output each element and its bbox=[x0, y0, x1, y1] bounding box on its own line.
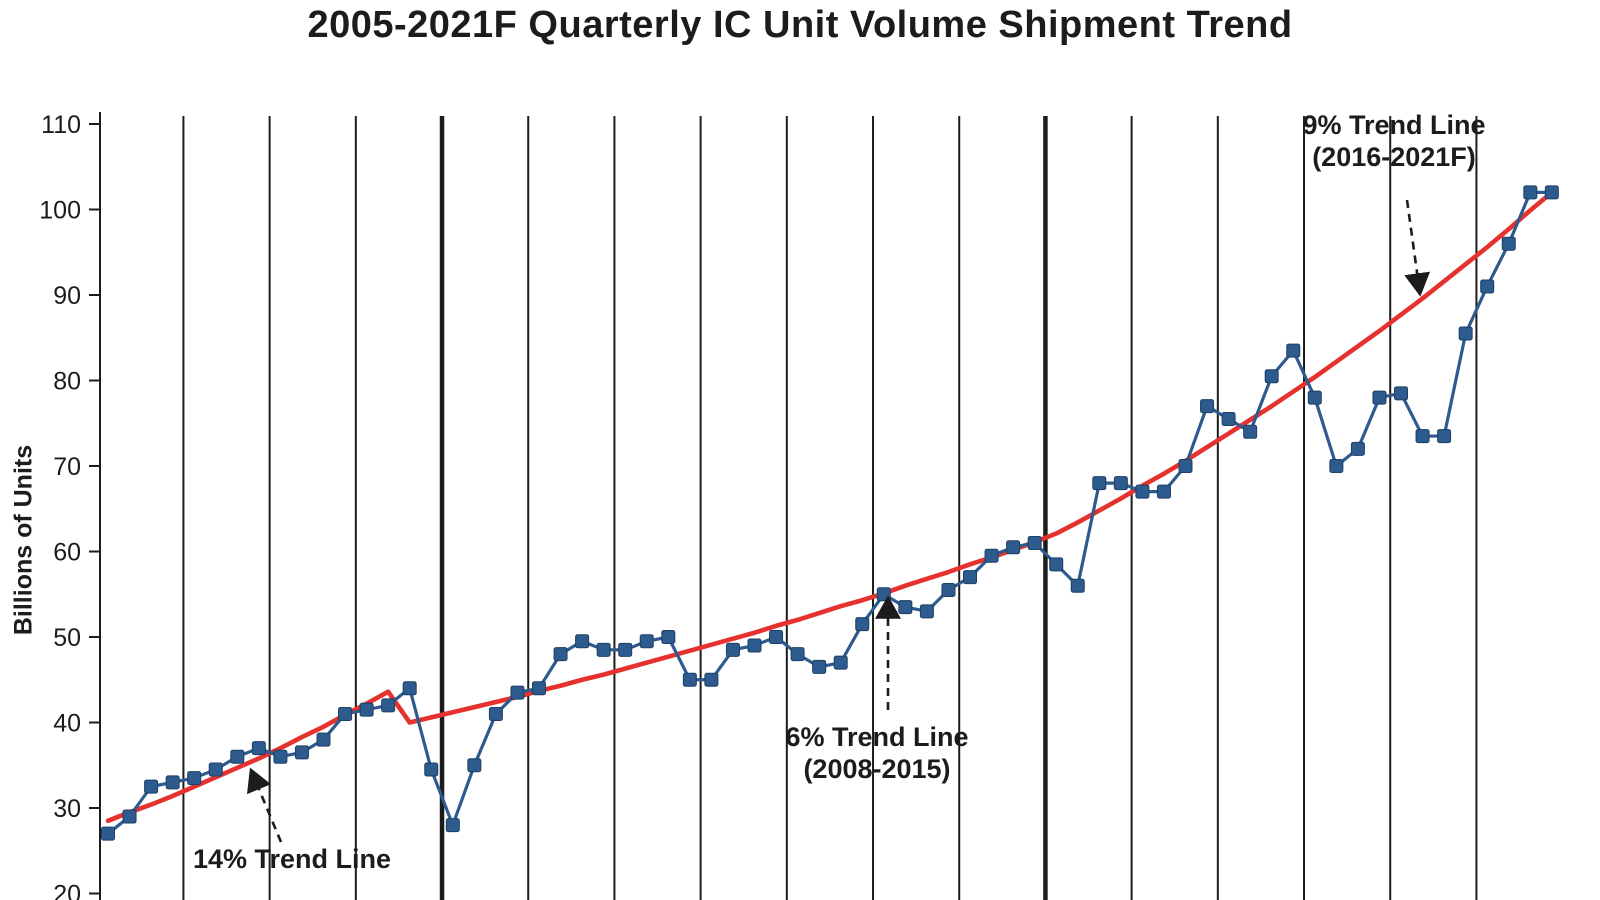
trend-14-annotation-arrow bbox=[247, 767, 283, 843]
data-point-marker bbox=[1329, 459, 1344, 473]
data-point-marker bbox=[1480, 279, 1495, 294]
data-point-marker bbox=[445, 818, 460, 833]
trend-14-annotation-label: 14% Trend Line bbox=[193, 844, 391, 874]
data-point-marker bbox=[1049, 557, 1064, 572]
data-point-marker bbox=[790, 647, 805, 662]
data-point-marker bbox=[1113, 476, 1128, 491]
y-tick-label: 70 bbox=[53, 453, 81, 481]
data-point-marker bbox=[1286, 343, 1301, 358]
data-point-marker bbox=[467, 758, 482, 773]
data-point-marker bbox=[1221, 411, 1236, 426]
data-point-marker bbox=[1200, 399, 1215, 414]
data-point-marker bbox=[682, 672, 697, 687]
data-point-marker bbox=[273, 749, 288, 764]
data-point-marker bbox=[1307, 390, 1322, 405]
data-point-marker bbox=[1372, 390, 1387, 405]
data-point-marker bbox=[122, 809, 137, 824]
data-point-marker bbox=[1243, 424, 1258, 439]
y-tick-label: 60 bbox=[53, 539, 81, 567]
data-point-marker bbox=[488, 706, 503, 721]
data-point-marker bbox=[251, 741, 266, 756]
data-point-marker bbox=[919, 604, 934, 619]
data-point-marker bbox=[1544, 185, 1559, 200]
data-point-marker bbox=[1523, 185, 1538, 200]
data-point-marker bbox=[187, 771, 202, 786]
data-point-marker bbox=[381, 698, 396, 713]
data-point-marker bbox=[618, 642, 633, 657]
data-point-marker bbox=[1394, 386, 1408, 401]
data-point-marker bbox=[424, 762, 439, 777]
data-point-marker bbox=[941, 582, 956, 597]
data-point-marker bbox=[812, 659, 827, 674]
data-point-marker bbox=[1264, 369, 1279, 384]
data-point-marker bbox=[1027, 535, 1042, 550]
y-tick-label: 30 bbox=[53, 795, 81, 823]
chart-title: 2005-2021F Quarterly IC Unit Volume Ship… bbox=[307, 4, 1293, 46]
data-point-marker bbox=[963, 570, 977, 585]
data-point-marker bbox=[1415, 429, 1430, 444]
data-point-marker bbox=[1350, 441, 1365, 456]
y-tick-label: 20 bbox=[53, 881, 81, 900]
y-tick-label: 50 bbox=[53, 624, 81, 652]
data-point-marker bbox=[1178, 459, 1193, 473]
y-tick-label: 90 bbox=[53, 282, 81, 310]
data-point-marker bbox=[855, 617, 870, 632]
data-point-marker bbox=[165, 775, 180, 790]
data-point-marker bbox=[1092, 476, 1107, 491]
data-point-marker bbox=[898, 600, 913, 615]
y-tick-label: 80 bbox=[53, 368, 81, 396]
data-point-marker bbox=[596, 642, 611, 657]
trend-9-annotation-label: 9% Trend Line (2016-2021F) bbox=[1302, 110, 1485, 172]
data-point-marker bbox=[876, 587, 891, 602]
y-tick-label: 100 bbox=[39, 197, 81, 225]
data-point-marker bbox=[704, 672, 719, 687]
data-point-marker bbox=[575, 634, 590, 649]
data-point-marker bbox=[230, 749, 245, 764]
trend-6-annotation-label: 6% Trend Line (2008-2015) bbox=[785, 722, 968, 784]
data-point-marker bbox=[553, 647, 568, 662]
data-point-marker bbox=[101, 826, 115, 841]
data-point-marker bbox=[338, 706, 353, 721]
data-point-marker bbox=[510, 685, 525, 700]
data-point-marker bbox=[833, 655, 848, 670]
data-point-marker bbox=[1135, 484, 1150, 499]
data-point-marker bbox=[294, 745, 309, 760]
data-point-marker bbox=[747, 638, 762, 653]
data-point-marker bbox=[532, 681, 546, 696]
data-point-marker bbox=[316, 732, 331, 747]
data-point-marker bbox=[984, 548, 999, 563]
data-point-marker bbox=[144, 779, 159, 794]
trend-9-annotation-arrow bbox=[1404, 199, 1431, 297]
data-point-marker bbox=[1070, 578, 1085, 593]
data-point-marker bbox=[639, 634, 654, 649]
data-point-marker bbox=[725, 642, 740, 657]
y-tick-label: 110 bbox=[41, 111, 81, 139]
data-point-marker bbox=[402, 681, 417, 696]
data-point-marker bbox=[1501, 236, 1516, 251]
y-tick-label: 40 bbox=[53, 710, 81, 738]
data-point-marker bbox=[208, 762, 223, 777]
data-point-marker bbox=[769, 630, 784, 644]
data-point-marker bbox=[1437, 429, 1452, 444]
data-point-marker bbox=[1458, 326, 1473, 341]
data-point-marker bbox=[359, 702, 374, 717]
data-point-marker bbox=[1006, 540, 1021, 555]
data-point-marker bbox=[1156, 484, 1171, 499]
data-point-marker bbox=[661, 630, 676, 644]
